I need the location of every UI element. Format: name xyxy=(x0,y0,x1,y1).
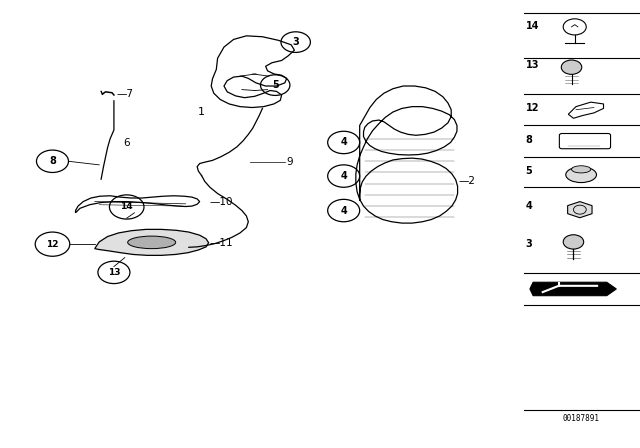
Polygon shape xyxy=(95,229,209,255)
Text: 4: 4 xyxy=(340,206,347,215)
Text: 9: 9 xyxy=(287,157,293,167)
Text: —2: —2 xyxy=(459,177,476,186)
Text: 12: 12 xyxy=(525,103,539,112)
Text: 13: 13 xyxy=(108,268,120,277)
Polygon shape xyxy=(530,282,616,296)
Text: 5: 5 xyxy=(525,166,532,176)
Text: 3: 3 xyxy=(292,37,299,47)
Ellipse shape xyxy=(572,166,591,173)
Text: 4: 4 xyxy=(340,138,347,147)
Text: 1: 1 xyxy=(198,107,205,117)
Text: 12: 12 xyxy=(46,240,59,249)
Text: 6: 6 xyxy=(124,138,130,148)
Text: 4: 4 xyxy=(525,201,532,211)
Ellipse shape xyxy=(128,236,175,249)
Text: —11: —11 xyxy=(210,238,234,248)
Ellipse shape xyxy=(566,167,596,182)
Text: 00187891: 00187891 xyxy=(563,414,600,423)
Polygon shape xyxy=(568,202,592,218)
Text: 14: 14 xyxy=(525,21,539,31)
Text: 5: 5 xyxy=(272,80,278,90)
Text: 4: 4 xyxy=(340,171,347,181)
Text: 8: 8 xyxy=(49,156,56,166)
Text: 13: 13 xyxy=(525,60,539,70)
Text: —10: —10 xyxy=(210,198,234,207)
Circle shape xyxy=(561,60,582,74)
Text: —7: —7 xyxy=(116,89,134,99)
Circle shape xyxy=(563,235,584,249)
Text: 14: 14 xyxy=(120,202,133,211)
Text: 8: 8 xyxy=(525,135,532,145)
Text: 3: 3 xyxy=(525,239,532,249)
